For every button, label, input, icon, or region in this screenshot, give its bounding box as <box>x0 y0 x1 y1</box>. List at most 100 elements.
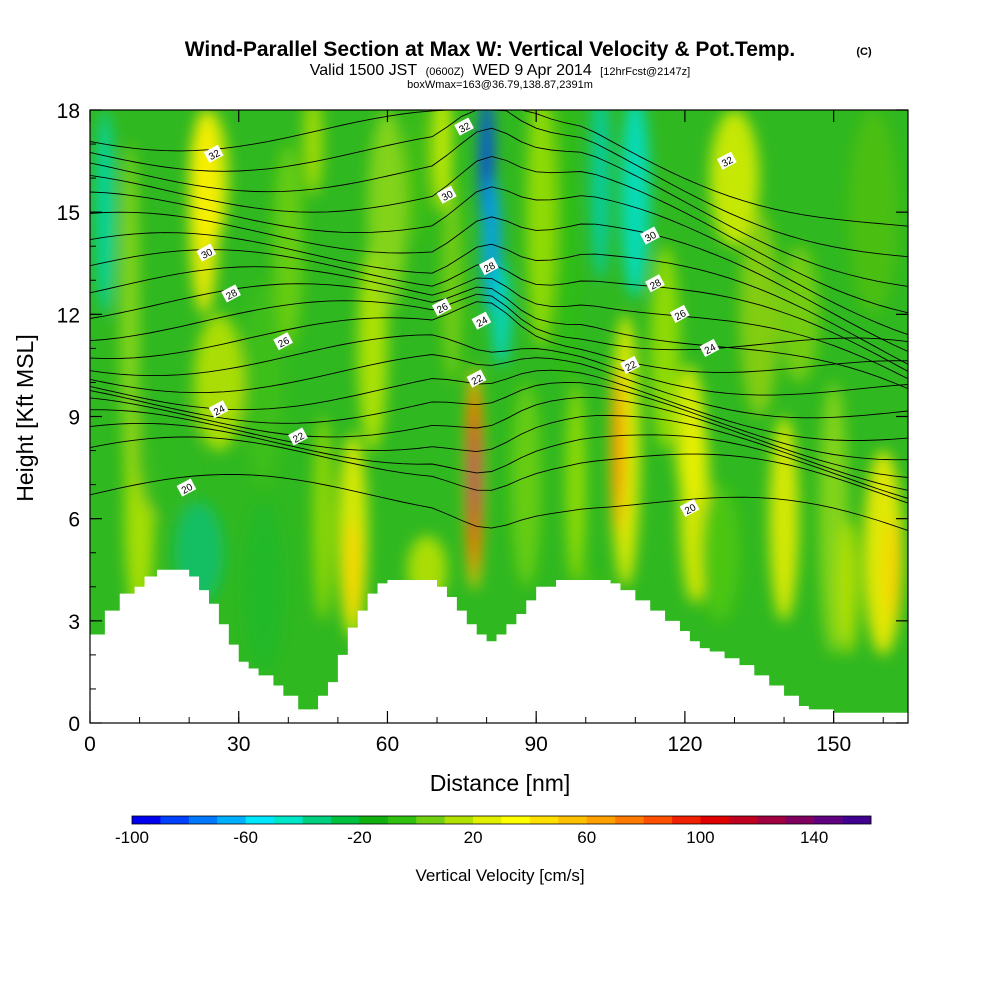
contour-label-text: 24 <box>703 342 718 357</box>
theta-contour-line <box>90 211 908 352</box>
theta-contour-line <box>90 186 908 336</box>
colorbar-swatch <box>416 816 445 824</box>
colorbar-swatch <box>444 816 474 824</box>
contour-label-text: 30 <box>440 189 455 204</box>
contour-label: 22 <box>620 355 641 374</box>
contour-label: 26 <box>273 332 293 350</box>
theta-contour-line <box>90 396 908 478</box>
colorbar-swatch <box>274 816 303 824</box>
colorbar-swatch <box>814 816 843 824</box>
forecast-info: [12hrFcst@2147z] <box>600 66 690 78</box>
theta-contour-line <box>90 473 908 531</box>
theta-contour-line <box>90 334 908 396</box>
contour-label: 26 <box>669 304 690 323</box>
contour-label-text: 32 <box>458 121 473 136</box>
theta-contour-line <box>90 422 908 499</box>
contour-label: 28 <box>221 284 241 303</box>
contour-label-text: 22 <box>470 373 485 388</box>
contour-label: 20 <box>679 498 700 517</box>
x-tick-label: 90 <box>525 733 548 756</box>
y-tick-label: 15 <box>57 202 80 225</box>
plot-area: 32 32 32 30 30 30 28 28 28 26 26 26 24 24 24 22 22 22 20 20 <box>90 110 908 723</box>
colorbar-tick-label: -20 <box>347 828 372 847</box>
contour-label: 26 <box>431 298 452 316</box>
contour-label-text: 28 <box>225 288 240 303</box>
theta-contour-line <box>90 156 908 314</box>
contour-label: 22 <box>288 427 308 446</box>
y-tick-label: 0 <box>68 713 80 736</box>
colorbar-swatch <box>132 816 161 824</box>
y-axis-label: Height [Kft MSL] <box>12 334 38 501</box>
theta-contour-line <box>90 110 908 227</box>
contour-label-text: 30 <box>643 230 658 245</box>
contour-labels: 32 32 32 30 30 30 28 28 28 26 26 26 24 24 24 22 22 22 20 20 <box>176 117 737 517</box>
contour-label: 32 <box>454 117 474 136</box>
valid-time: Valid 1500 JST <box>310 62 418 79</box>
colorbar-swatch <box>330 816 360 824</box>
colorbar-swatch <box>728 816 758 824</box>
x-tick-label: 120 <box>667 733 702 756</box>
contour-label: 24 <box>471 311 492 330</box>
colorbar-swatch <box>757 816 787 824</box>
theta-contour-line <box>90 381 908 461</box>
contour-label-text: 22 <box>291 431 306 446</box>
box-info: boxWmax=163@36.79,138.87,2391m <box>407 79 593 91</box>
contour-label-text: 20 <box>683 502 698 517</box>
colorbar-swatch <box>188 816 218 824</box>
chart-title: Wind-Parallel Section at Max W: Vertical… <box>185 38 796 61</box>
y-tick-label: 3 <box>68 611 80 634</box>
colorbar-tick-label: -100 <box>115 828 149 847</box>
contour-label: 24 <box>699 338 720 357</box>
contour-label-text: 24 <box>212 403 227 418</box>
theta-contour-line <box>90 127 908 287</box>
colorbar-swatch <box>217 816 246 824</box>
colorbar-swatch <box>160 816 190 824</box>
colorbar-swatch <box>586 816 616 824</box>
contour-label-text: 32 <box>720 155 735 170</box>
contour-label-text: 20 <box>180 482 195 497</box>
colorbar-swatch <box>643 816 673 824</box>
theta-contour-line <box>90 409 908 491</box>
x-tick-label: 150 <box>816 733 851 756</box>
theta-contour-line <box>90 266 908 380</box>
y-tick-label: 6 <box>68 509 80 532</box>
y-tick-label: 9 <box>68 407 80 430</box>
colorbar-tick-label: -60 <box>233 828 258 847</box>
theta-contour-line <box>90 436 908 504</box>
theta-contour-line <box>90 301 908 373</box>
x-tick-label: 0 <box>84 733 96 756</box>
y-tick-label: 12 <box>57 304 80 327</box>
contour-label-text: 28 <box>482 260 497 275</box>
contour-label-text: 26 <box>277 335 292 350</box>
contour-label: 32 <box>203 144 224 163</box>
colorbar-swatch <box>700 816 730 824</box>
contour-label-text: 24 <box>475 315 490 330</box>
x-tick-label: 60 <box>376 733 399 756</box>
contour-label: 30 <box>436 185 457 204</box>
contour-label: 28 <box>645 274 665 292</box>
contour-label: 22 <box>466 369 487 388</box>
colorbar-frame <box>131 815 872 825</box>
colorbar-swatch <box>302 816 332 824</box>
valid-utc: (0600Z) <box>426 66 465 78</box>
colorbar-swatch <box>785 816 815 824</box>
colorbar: -100 -60 -20 20 60 100 140 <box>115 815 872 847</box>
contour-label: 24 <box>208 400 229 418</box>
colorbar-swatch <box>615 816 644 824</box>
colorbar-swatch <box>558 816 588 824</box>
contour-label: 30 <box>196 243 217 262</box>
colorbar-swatch <box>473 816 502 824</box>
contour-label: 20 <box>176 478 197 497</box>
theta-contour-line <box>90 232 908 365</box>
contour-label-text: 26 <box>673 308 688 323</box>
title-mark: (C) <box>856 46 872 58</box>
theta-contour-line <box>90 354 908 419</box>
colorbar-tick-label: 20 <box>464 828 483 847</box>
colorbar-swatch <box>245 816 275 824</box>
valid-date: WED 9 Apr 2014 <box>473 62 592 79</box>
y-axis: 0 3 6 9 12 15 18 <box>57 100 908 736</box>
colorbar-swatch <box>387 816 417 824</box>
colorbar-swatch <box>359 816 389 824</box>
theta-contours <box>90 110 908 531</box>
contour-label: 30 <box>640 226 660 245</box>
